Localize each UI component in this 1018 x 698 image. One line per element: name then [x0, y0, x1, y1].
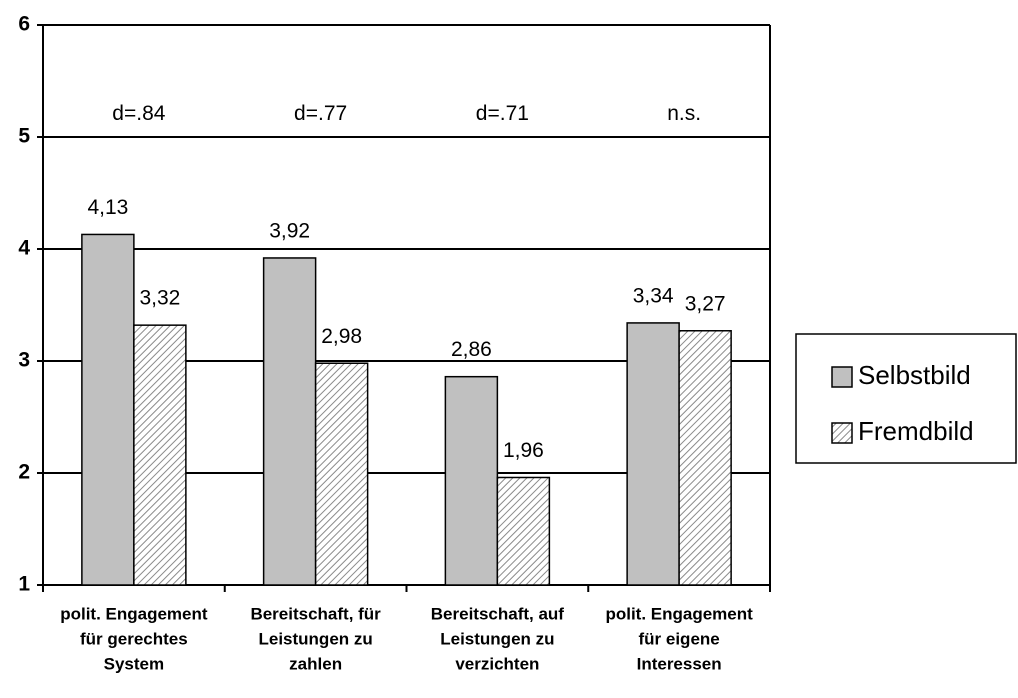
- y-tick-label: 3: [18, 349, 30, 372]
- x-tick-label: Interessen: [637, 654, 722, 673]
- value-label: 4,13: [87, 196, 128, 219]
- x-tick-label: zahlen: [289, 654, 342, 673]
- annotation: d=.77: [294, 102, 347, 125]
- x-tick-label: polit. Engagement: [60, 604, 208, 623]
- x-tick-label: Bereitschaft, für: [250, 604, 381, 623]
- y-tick-label: 6: [18, 13, 30, 36]
- y-tick-label: 5: [18, 125, 30, 148]
- value-label: 2,86: [451, 338, 492, 361]
- legend-swatch: [831, 422, 853, 444]
- x-tick-label: Leistungen zu: [258, 629, 372, 648]
- y-tick-label: 4: [18, 237, 30, 260]
- bar: [444, 375, 499, 586]
- value-label: 3,32: [139, 287, 180, 310]
- value-label: 1,96: [503, 439, 544, 462]
- bar: [626, 322, 680, 586]
- x-tick-label: polit. Engagement: [605, 604, 753, 623]
- annotation: d=.71: [476, 102, 529, 125]
- annotation: n.s.: [667, 102, 701, 125]
- bar: [314, 362, 369, 586]
- bar: [81, 233, 135, 586]
- x-tick-label: Leistungen zu: [440, 629, 554, 648]
- legend-label: Selbstbild: [858, 360, 971, 390]
- x-tick-label: für eigene: [639, 629, 720, 648]
- bar: [262, 257, 317, 586]
- x-tick-label: Bereitschaft, auf: [431, 604, 565, 623]
- legend-label: Fremdbild: [858, 416, 974, 446]
- value-label: 2,98: [321, 325, 362, 348]
- x-tick-label: für gerechtes: [80, 629, 188, 648]
- value-label: 3,92: [269, 220, 310, 243]
- bar: [496, 476, 551, 586]
- bar: [133, 324, 187, 586]
- annotation: d=.84: [112, 102, 165, 125]
- legend-swatch: [831, 366, 853, 388]
- y-tick-label: 1: [18, 573, 30, 596]
- x-tick-label: System: [104, 654, 164, 673]
- x-tick-label: verzichten: [455, 654, 539, 673]
- y-tick-label: 2: [18, 461, 30, 484]
- bar: [678, 330, 732, 586]
- value-label: 3,34: [633, 284, 674, 307]
- value-label: 3,27: [685, 292, 726, 315]
